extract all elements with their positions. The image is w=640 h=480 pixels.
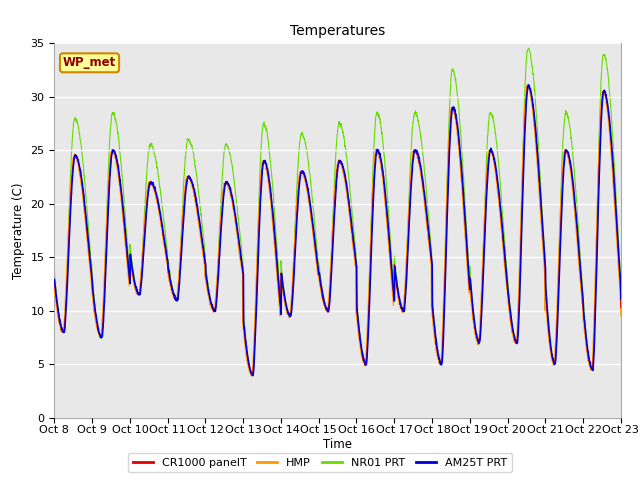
Text: WP_met: WP_met (63, 56, 116, 69)
X-axis label: Time: Time (323, 438, 352, 451)
Y-axis label: Temperature (C): Temperature (C) (12, 182, 25, 279)
Title: Temperatures: Temperatures (290, 24, 385, 38)
Legend: CR1000 panelT, HMP, NR01 PRT, AM25T PRT: CR1000 panelT, HMP, NR01 PRT, AM25T PRT (128, 453, 512, 472)
